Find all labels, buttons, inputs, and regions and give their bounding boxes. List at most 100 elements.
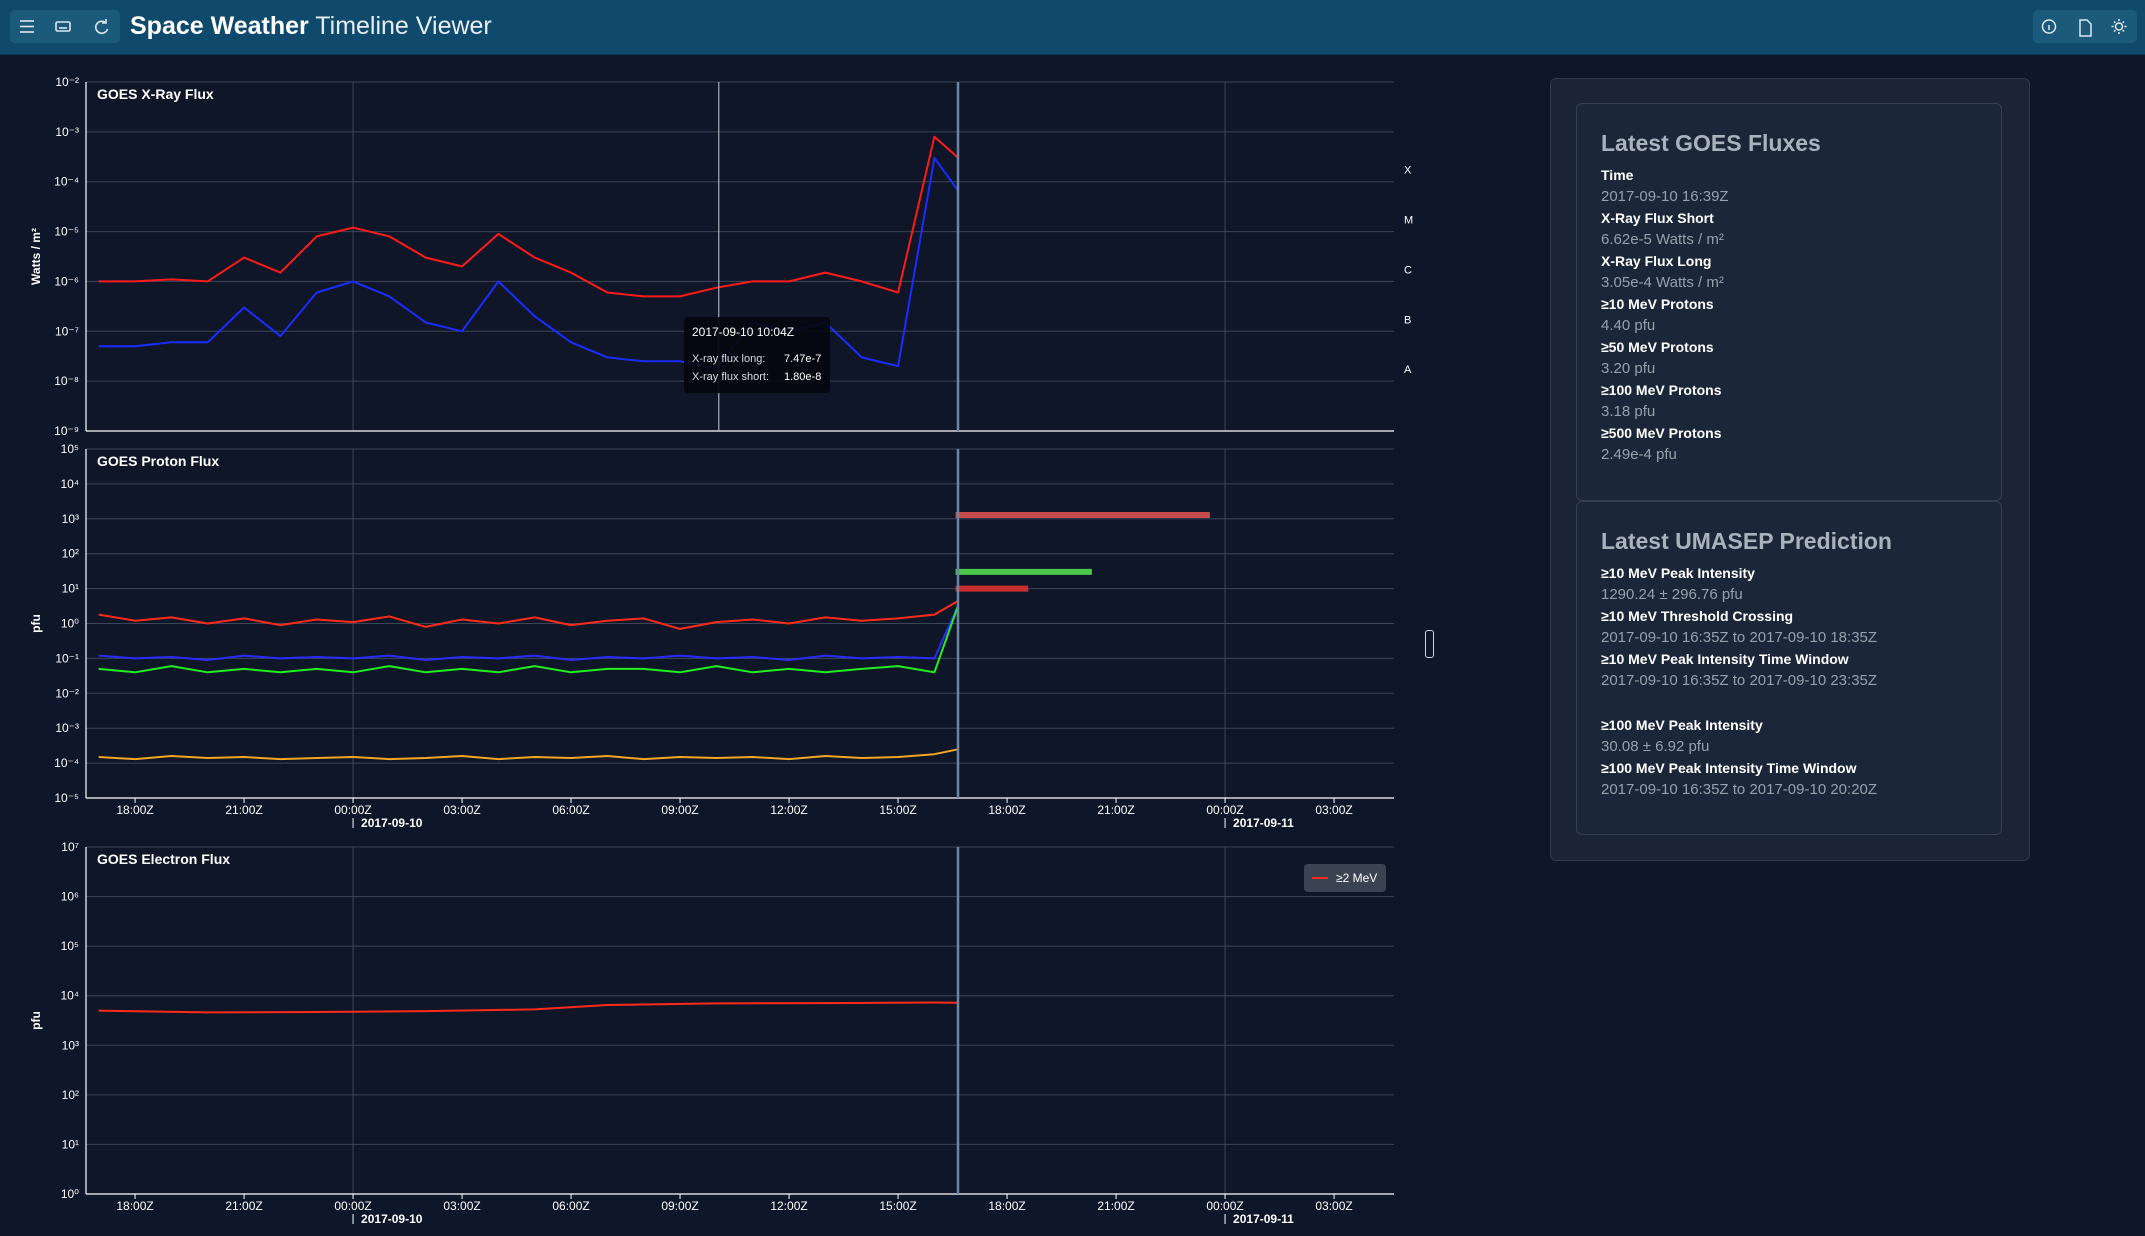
print-button[interactable] xyxy=(55,21,71,32)
x-tick-label: 21:00Z xyxy=(225,1199,262,1213)
toolbar-right xyxy=(2033,10,2137,43)
x-tick-label: 18:00Z xyxy=(116,1199,153,1213)
y-tick-label: 10⁴ xyxy=(60,477,79,491)
y-tick-label: 10⁻⁵ xyxy=(54,225,79,239)
y-tick-label: 10¹ xyxy=(62,582,79,596)
item-label: X-Ray Flux Long xyxy=(1601,253,1712,269)
legend xyxy=(1304,864,1386,892)
y-tick-label: 10⁻⁵ xyxy=(54,791,79,805)
item-label: ≥100 MeV Peak Intensity Time Window xyxy=(1601,760,1857,776)
x-tick-label: 21:00Z xyxy=(225,803,262,817)
legend-label: ≥2 MeV xyxy=(1336,871,1377,885)
y-tick-label: 10⁻⁴ xyxy=(54,756,79,770)
item-label: X-Ray Flux Short xyxy=(1601,210,1714,226)
item-value: 3.05e-4 Watts / m² xyxy=(1601,274,1724,291)
x-tick-label: 00:00Z xyxy=(1206,803,1243,817)
item-value: 2017-09-10 16:35Z to 2017-09-10 18:35Z xyxy=(1601,629,1878,646)
series-line xyxy=(98,605,959,661)
y-tick-label: 10³ xyxy=(62,1038,79,1052)
info-button[interactable] xyxy=(2041,19,2057,34)
item-label: ≥100 MeV Protons xyxy=(1601,382,1722,398)
y-tick-label: 10² xyxy=(62,547,79,561)
y-tick-label: 10⁻³ xyxy=(55,125,79,139)
item-value: 2017-09-10 16:35Z to 2017-09-10 23:35Z xyxy=(1601,672,1878,689)
item-value: 3.20 pfu xyxy=(1601,360,1656,377)
x-tick-label: 00:00Z xyxy=(1206,1199,1243,1213)
x-tick-label: 09:00Z xyxy=(661,1199,698,1213)
series-line xyxy=(98,605,959,674)
y-tick-label: 10⁻¹ xyxy=(55,651,79,665)
series-line xyxy=(98,748,959,761)
tooltip-label: X-ray flux short: xyxy=(692,371,769,383)
x-tick-label: 03:00Z xyxy=(1315,1199,1352,1213)
y-tick-label: 10⁻² xyxy=(55,686,79,700)
item-label: ≥50 MeV Protons xyxy=(1601,339,1714,355)
date-label: 2017-09-11 xyxy=(1233,816,1294,830)
item-label: ≥100 MeV Peak Intensity xyxy=(1601,717,1763,733)
y-tick-label: 10⁰ xyxy=(61,617,79,631)
date-label: 2017-09-11 xyxy=(1233,1212,1294,1226)
resize-handle[interactable] xyxy=(1425,630,1434,658)
y-tick-label: 10⁻⁴ xyxy=(54,175,79,189)
toolbar-icons xyxy=(2041,19,2127,37)
y-tick-label: 10⁰ xyxy=(61,1187,79,1201)
date-label: 2017-09-10 xyxy=(361,1212,423,1226)
item-label: ≥10 MeV Protons xyxy=(1601,296,1714,312)
export-button[interactable] xyxy=(2079,19,2092,37)
x-tick-label: 18:00Z xyxy=(988,1199,1025,1213)
card-title: Latest GOES Fluxes xyxy=(1601,130,1821,156)
x-tick-label: 15:00Z xyxy=(879,803,916,817)
plot-area xyxy=(86,847,1394,1194)
item-label: ≥10 MeV Threshold Crossing xyxy=(1601,608,1794,624)
refresh-button[interactable] xyxy=(94,19,109,35)
x-tick-label: 12:00Z xyxy=(770,1199,807,1213)
item-value: 3.18 pfu xyxy=(1601,403,1656,420)
chart-title: GOES Proton Flux xyxy=(97,453,219,469)
tooltip-value: 7.47e-7 xyxy=(784,353,821,365)
toolbar-icons xyxy=(20,19,109,35)
tooltip xyxy=(684,317,830,393)
app-title: Space Weather Timeline Viewer xyxy=(130,12,492,40)
theme-button[interactable] xyxy=(2111,19,2127,34)
info-card: Latest UMASEP Prediction ≥10 MeV Peak Int… xyxy=(1576,501,2002,835)
chart-title: GOES Electron Flux xyxy=(97,851,230,867)
tooltip-value: 1.80e-8 xyxy=(784,371,821,383)
item-label: Time xyxy=(1601,167,1634,183)
y-tick-label: 10⁷ xyxy=(61,840,79,854)
chart-title: GOES X-Ray Flux xyxy=(97,86,214,102)
header: Space Weather Timeline Viewer xyxy=(0,0,2145,55)
y-axis-label: Watts / m² xyxy=(29,228,43,285)
y-axis-label: pfu xyxy=(29,614,43,633)
y-tick-label: 10¹ xyxy=(62,1137,79,1151)
item-value: 30.08 ± 6.92 pfu xyxy=(1601,738,1710,755)
x-tick-label: 06:00Z xyxy=(552,1199,589,1213)
side-panel: Latest GOES Fluxes Time 2017-09-10 16:39Z X… xyxy=(1550,78,2030,861)
series-line xyxy=(98,1001,959,1014)
y-tick-label: 10⁻³ xyxy=(55,721,79,735)
info-card: Latest GOES Fluxes Time 2017-09-10 16:39Z X… xyxy=(1576,103,2002,501)
item-value: 6.62e-5 Watts / m² xyxy=(1601,231,1724,248)
x-tick-label: 18:00Z xyxy=(988,803,1025,817)
toolbar xyxy=(10,10,120,43)
card-title: Latest UMASEP Prediction xyxy=(1601,528,1892,554)
tooltip-title: 2017-09-10 10:04Z xyxy=(692,325,794,339)
y-axis-label: pfu xyxy=(29,1011,43,1030)
y-tick-label: 10⁶ xyxy=(61,890,79,904)
x-tick-label: 09:00Z xyxy=(661,803,698,817)
x-tick-label: 03:00Z xyxy=(443,1199,480,1213)
flare-class-label: A xyxy=(1404,364,1412,376)
x-tick-label: 15:00Z xyxy=(879,1199,916,1213)
date-label: 2017-09-10 xyxy=(361,816,423,830)
item-value: 1290.24 ± 296.76 pfu xyxy=(1601,586,1743,603)
x-tick-label: 03:00Z xyxy=(443,803,480,817)
x-tick-label: 03:00Z xyxy=(1315,803,1352,817)
y-tick-label: 10⁴ xyxy=(60,989,79,1003)
series-line xyxy=(98,600,959,630)
menu-button[interactable] xyxy=(20,20,34,33)
item-value: 2017-09-10 16:35Z to 2017-09-10 20:20Z xyxy=(1601,781,1878,798)
tooltip-label: X-ray flux long: xyxy=(692,353,765,365)
y-tick-label: 10⁻⁶ xyxy=(54,274,79,288)
x-tick-label: 21:00Z xyxy=(1097,1199,1134,1213)
y-tick-label: 10⁻² xyxy=(55,75,79,89)
